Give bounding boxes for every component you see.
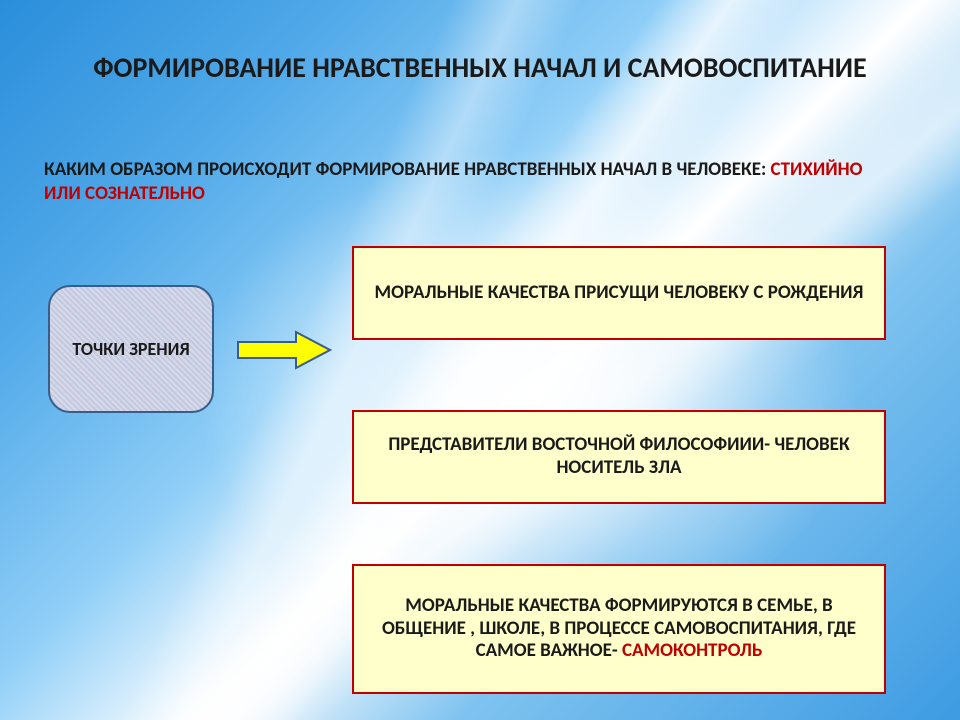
- subtitle-text: КАКИМ ОБРАЗОМ ПРОИСХОДИТ ФОРМИРОВАНИЕ НР…: [44, 158, 771, 181]
- viewpoint-card-3-text: МОРАЛЬНЫЕ КАЧЕСТВА ФОРМИРУЮТСЯ В СЕМЬЕ, …: [382, 594, 856, 663]
- viewpoint-card-3: МОРАЛЬНЫЕ КАЧЕСТВА ФОРМИРУЮТСЯ В СЕМЬЕ, …: [352, 564, 886, 694]
- slide-subtitle: КАКИМ ОБРАЗОМ ПРОИСХОДИТ ФОРМИРОВАНИЕ НР…: [44, 158, 900, 206]
- viewpoint-card-2-text: ПРЕДСТАВИТЕЛИ ВОСТОЧНОЙ ФИЛОСОФИИИ- ЧЕЛО…: [374, 434, 864, 480]
- slide: ФОРМИРОВАНИЕ НРАВСТВЕННЫХ НАЧАЛ И САМОВО…: [0, 0, 960, 720]
- slide-title: ФОРМИРОВАНИЕ НРАВСТВЕННЫХ НАЧАЛ И САМОВО…: [0, 50, 960, 85]
- points-of-view-label: ТОЧКИ ЗРЕНИЯ: [72, 338, 189, 360]
- viewpoint-card-1-text: МОРАЛЬНЫЕ КАЧЕСТВА ПРИСУЩИ ЧЕЛОВЕКУ С РО…: [375, 282, 864, 305]
- viewpoint-card-3-accent: САМОКОНТРОЛЬ: [622, 639, 762, 662]
- viewpoint-card-1: МОРАЛЬНЫЕ КАЧЕСТВА ПРИСУЩИ ЧЕЛОВЕКУ С РО…: [352, 246, 886, 340]
- viewpoint-card-2: ПРЕДСТАВИТЕЛИ ВОСТОЧНОЙ ФИЛОСОФИИИ- ЧЕЛО…: [352, 410, 886, 504]
- arrow-right-icon: [236, 330, 332, 370]
- points-of-view-box: ТОЧКИ ЗРЕНИЯ: [48, 285, 214, 413]
